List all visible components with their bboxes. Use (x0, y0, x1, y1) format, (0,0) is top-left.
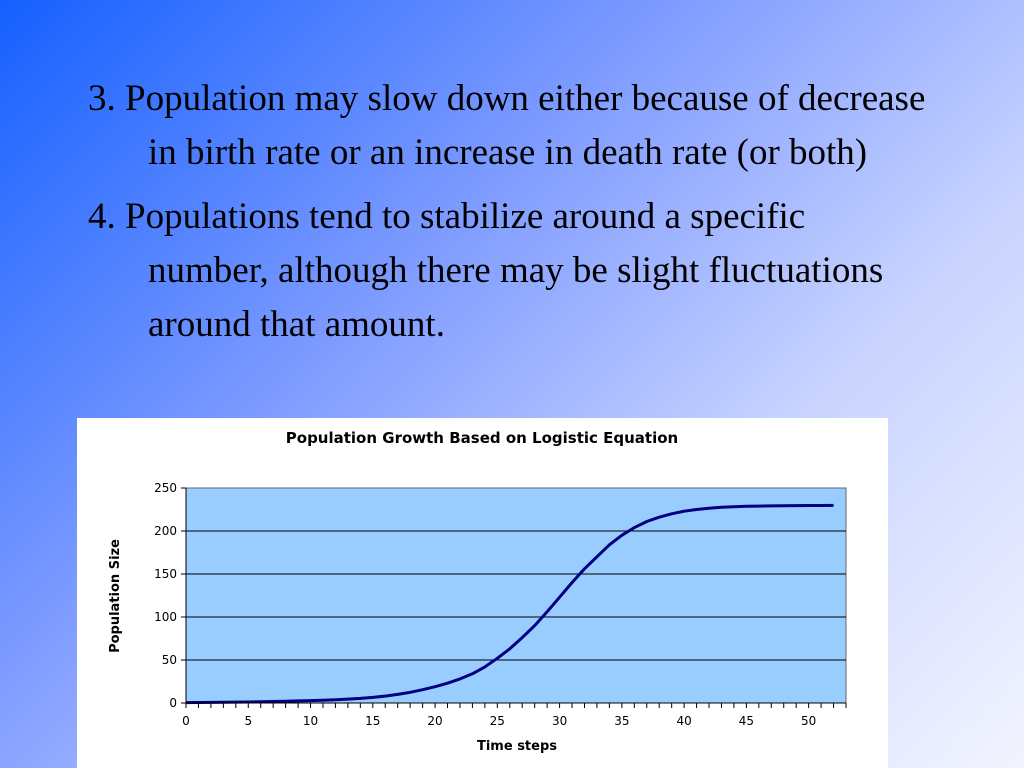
bullet-point-4: 4. Populations tend to stabilize around … (88, 196, 884, 345)
y-axis-ticks: 0 50 100 150 200 250 (154, 481, 186, 710)
y-tick-label-250: 250 (154, 481, 177, 495)
y-tick-label-0: 0 (169, 696, 177, 710)
bullet-point-3: 3. Population may slow down either becau… (88, 78, 926, 173)
population-series-line (185, 503, 834, 705)
x-tick-label-40: 40 (676, 714, 691, 728)
x-tick-label-25: 25 (490, 714, 505, 728)
chart-panel: Population Growth Based on Logistic Equa… (77, 418, 888, 768)
gridlines (186, 530, 846, 661)
x-tick-label-20: 20 (427, 714, 442, 728)
y-tick-label-100: 100 (154, 610, 177, 624)
logistic-growth-chart: Population Growth Based on Logistic Equa… (108, 429, 847, 754)
x-tick-label-0: 0 (182, 714, 190, 728)
x-axis-label: Time steps (477, 739, 557, 754)
y-tick-label-200: 200 (154, 524, 177, 538)
y-axis-label: Population Size (108, 539, 123, 653)
x-axis-ticks: 0 5 10 15 20 25 30 35 40 45 50 (182, 703, 847, 728)
y-tick-label-50: 50 (162, 653, 177, 667)
chart-title: Population Growth Based on Logistic Equa… (286, 429, 678, 447)
x-tick-label-50: 50 (801, 714, 816, 728)
x-tick-label-35: 35 (614, 714, 629, 728)
slide-bullet-list: 3. Population may slow down either becau… (88, 72, 928, 362)
y-tick-label-150: 150 (154, 567, 177, 581)
x-tick-label-30: 30 (552, 714, 567, 728)
x-tick-label-15: 15 (365, 714, 380, 728)
x-tick-label-45: 45 (739, 714, 754, 728)
x-tick-label-5: 5 (244, 714, 252, 728)
plot-area (185, 487, 847, 704)
x-tick-label-10: 10 (303, 714, 318, 728)
